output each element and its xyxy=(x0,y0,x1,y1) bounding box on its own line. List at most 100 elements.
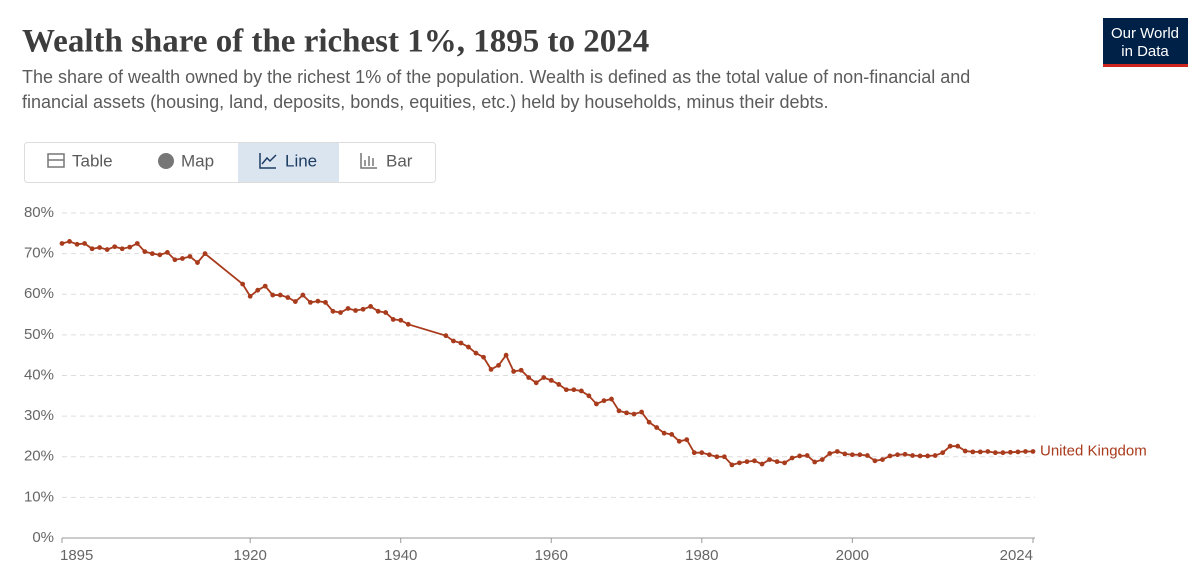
data-point xyxy=(661,430,667,436)
data-point xyxy=(247,293,253,299)
data-point xyxy=(706,452,712,458)
series-line xyxy=(61,240,1033,466)
y-tick-label: 30% xyxy=(24,407,54,424)
data-point xyxy=(195,260,200,265)
y-tick-label: 80% xyxy=(24,204,54,221)
tab-icon xyxy=(259,153,276,169)
data-point xyxy=(940,450,946,456)
data-point xyxy=(669,432,675,437)
data-point xyxy=(330,308,336,314)
tab-label: Line xyxy=(285,151,317,170)
data-point xyxy=(639,409,644,415)
data-point xyxy=(518,367,524,373)
data-point xyxy=(556,382,562,387)
tab[interactable]: Bar xyxy=(360,151,413,170)
data-point xyxy=(134,241,140,246)
x-tick-label: 1940 xyxy=(384,547,417,564)
data-point xyxy=(390,317,396,322)
data-point xyxy=(262,283,268,289)
data-point xyxy=(737,460,742,466)
data-point xyxy=(405,321,411,327)
data-point xyxy=(985,449,991,454)
data-point xyxy=(616,408,622,414)
data-point xyxy=(586,393,592,399)
data-point xyxy=(1000,450,1006,456)
data-point xyxy=(819,457,825,462)
tab[interactable]: Map xyxy=(158,151,214,170)
data-point xyxy=(834,449,840,454)
data-point xyxy=(149,251,155,257)
data-point xyxy=(970,449,976,455)
data-point xyxy=(338,310,343,315)
data-point xyxy=(315,298,321,304)
data-point xyxy=(902,451,908,457)
data-point xyxy=(887,453,893,459)
logo[interactable]: Our World in Data xyxy=(1103,18,1188,67)
data-point xyxy=(307,299,313,305)
data-point xyxy=(752,458,757,464)
tab[interactable]: Line xyxy=(259,151,317,170)
y-tick-label: 10% xyxy=(24,488,54,505)
data-point xyxy=(797,453,803,459)
tab-bar: Table Map Line Bar xyxy=(24,142,436,183)
series-label: United Kingdom xyxy=(1040,442,1147,459)
data-point xyxy=(812,459,818,465)
data-point xyxy=(827,451,833,456)
x-tick-label: 1920 xyxy=(233,547,266,564)
data-point xyxy=(774,459,780,465)
data-point xyxy=(857,452,863,458)
y-tick-label: 70% xyxy=(24,245,54,262)
data-point xyxy=(353,308,358,313)
data-point xyxy=(255,287,261,293)
data-point xyxy=(895,452,900,458)
x-tick-label: 2024 xyxy=(1000,547,1033,564)
subtitle-line: financial assets (housing, land, deposit… xyxy=(22,92,828,112)
data-point xyxy=(872,458,878,464)
data-point xyxy=(368,304,374,309)
data-point xyxy=(962,448,968,454)
data-point xyxy=(917,453,923,459)
logo-text: in Data xyxy=(1121,43,1169,60)
data-point xyxy=(759,461,765,467)
data-point xyxy=(654,425,660,430)
data-point xyxy=(142,249,148,254)
data-point xyxy=(676,438,682,444)
data-point xyxy=(992,450,998,456)
chart-title: Wealth share of the richest 1%, 1895 to … xyxy=(22,24,649,60)
data-point xyxy=(691,450,697,456)
data-point xyxy=(285,295,291,300)
data-point xyxy=(880,457,885,462)
data-point xyxy=(503,352,509,358)
data-point xyxy=(466,344,471,350)
data-point xyxy=(1023,449,1028,454)
y-tick-label: 50% xyxy=(24,326,54,343)
data-point xyxy=(292,299,298,304)
data-point xyxy=(932,453,938,458)
data-point xyxy=(157,252,163,258)
data-point xyxy=(180,256,185,261)
x-tick-label: 1895 xyxy=(60,547,93,564)
data-point xyxy=(955,443,961,449)
data-point xyxy=(481,354,486,360)
data-point xyxy=(865,453,870,458)
x-tick-label: 1980 xyxy=(685,547,718,564)
data-point xyxy=(360,306,366,312)
data-point xyxy=(548,377,554,383)
data-point xyxy=(127,244,133,250)
data-point xyxy=(345,306,351,311)
y-tick-label: 60% xyxy=(24,285,54,302)
tab[interactable]: Table xyxy=(47,151,113,170)
data-point xyxy=(164,250,170,255)
data-point xyxy=(97,245,103,250)
data-point xyxy=(458,340,464,346)
data-point xyxy=(541,375,547,380)
y-tick-label: 20% xyxy=(24,448,54,465)
data-point xyxy=(699,450,705,456)
data-point xyxy=(910,453,915,458)
data-point xyxy=(496,362,501,368)
data-point xyxy=(277,292,283,298)
data-point xyxy=(240,281,246,287)
x-tick-label: 1960 xyxy=(535,547,568,564)
tab-label: Map xyxy=(181,151,214,170)
y-tick-label: 40% xyxy=(24,366,54,383)
